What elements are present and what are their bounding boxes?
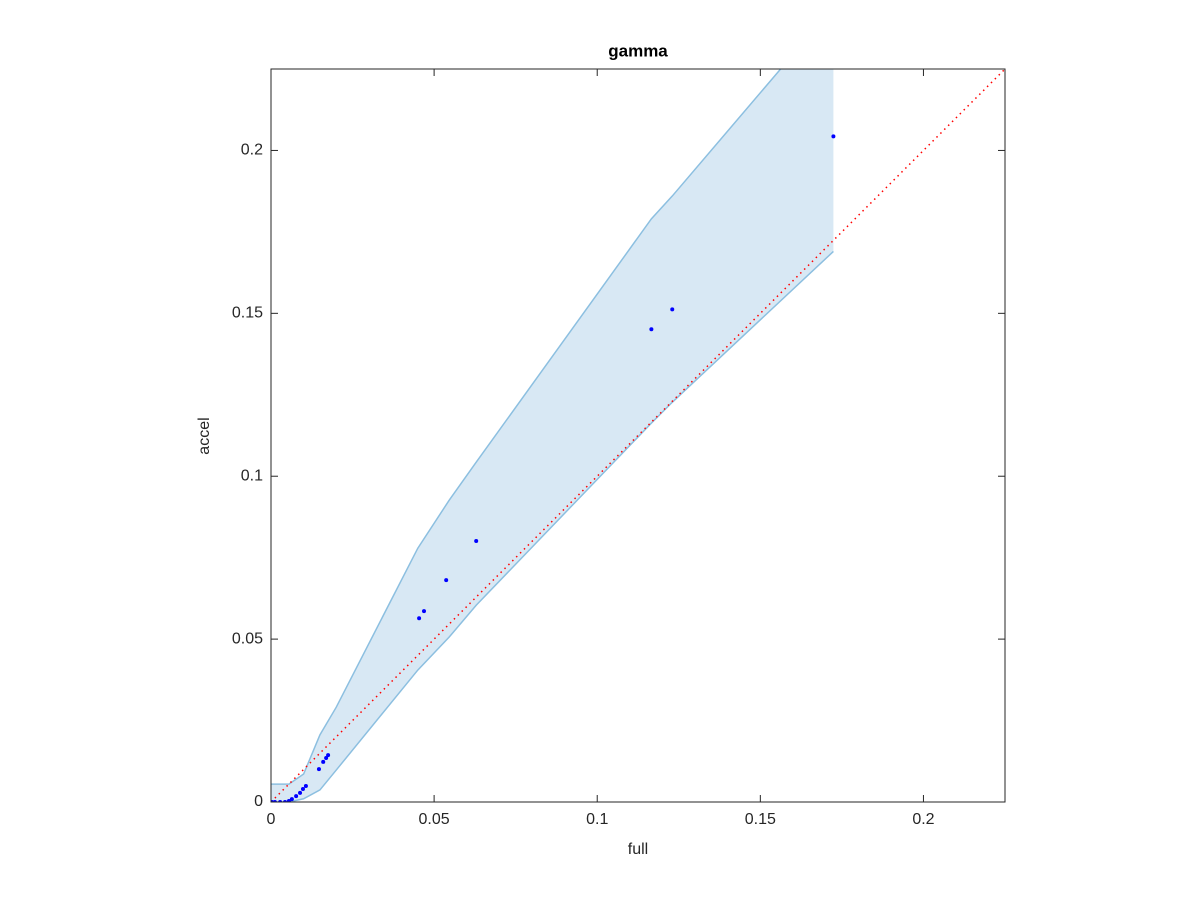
point: [444, 578, 449, 583]
x-tick-label: 0.2: [912, 811, 934, 828]
point: [421, 609, 426, 614]
axes-box: [270, 68, 1006, 803]
point: [831, 134, 836, 139]
y-tick-label: 0: [254, 793, 263, 810]
point: [289, 797, 294, 802]
y-tick-label: 0.15: [232, 305, 263, 322]
point: [670, 307, 675, 312]
x-tick-label: 0.15: [745, 811, 776, 828]
y-tick-label: 0.2: [241, 142, 263, 159]
point: [286, 799, 291, 802]
point: [300, 786, 305, 791]
chart-title: gamma: [608, 41, 668, 60]
band-lower-line: [271, 250, 834, 802]
point: [316, 767, 321, 772]
point: [324, 756, 329, 761]
y-tick-label: 0.1: [241, 467, 263, 484]
x-tick-label: 0: [267, 811, 276, 828]
y-axis-label: accel: [196, 417, 213, 454]
point: [303, 784, 308, 789]
y-tick-label: 0.05: [232, 630, 263, 647]
point: [326, 753, 331, 758]
reference-line: [271, 69, 1005, 802]
point: [294, 794, 299, 799]
x-tick-label: 0.1: [586, 811, 608, 828]
point: [474, 539, 479, 544]
band-fill: [271, 69, 834, 802]
point: [417, 616, 422, 621]
point: [649, 327, 654, 332]
point: [298, 790, 303, 795]
plot-area: [271, 69, 1005, 802]
band-upper-line: [271, 69, 782, 785]
x-axis-label: full: [628, 841, 648, 858]
point: [321, 759, 326, 764]
x-tick-label: 0.05: [419, 811, 450, 828]
